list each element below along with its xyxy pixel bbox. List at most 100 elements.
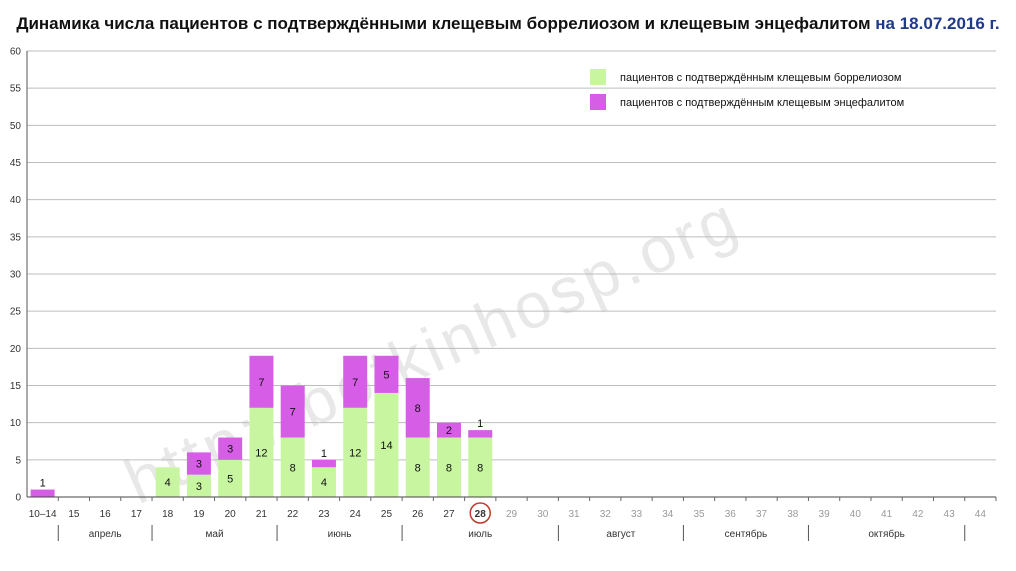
month-label: сентябрь: [725, 528, 768, 540]
bar-encephalitis: [30, 489, 55, 497]
bar-encephalitis: [249, 355, 274, 408]
x-tick-label: 36: [725, 509, 737, 520]
current-week-circle: [469, 502, 491, 524]
x-tick-label: 21: [256, 509, 268, 520]
x-tick-label: 37: [756, 509, 768, 520]
y-axis: 0 5 10 15 20 25 30 35 40 45 50 55 60: [10, 47, 28, 504]
data-label-encephalitis: 7: [352, 377, 358, 389]
data-label-encephalitis: 1: [40, 478, 46, 490]
data-label-borreliosis: 8: [477, 462, 483, 474]
legend-label: пациентов с подтверждённым клещевым борр…: [620, 72, 901, 84]
bar-borreliosis: [468, 437, 493, 497]
x-tick-label: 20: [225, 509, 237, 520]
bar-encephalitis: [280, 385, 305, 438]
x-tick-label: 43: [944, 509, 956, 520]
bar-encephalitis: [186, 452, 211, 475]
y-tick-label: 25: [10, 307, 22, 318]
x-tick-label: 19: [193, 509, 205, 520]
bar-encephalitis: [374, 355, 399, 393]
data-label-borreliosis: 4: [165, 477, 171, 489]
data-label-borreliosis: 8: [415, 462, 421, 474]
data-label-encephalitis: 2: [446, 425, 452, 437]
x-tick-label: 17: [131, 509, 143, 520]
x-tick-label: 33: [631, 509, 643, 520]
bar-borreliosis: [343, 407, 368, 497]
x-tick-label: 10–14: [29, 509, 57, 520]
x-tick-label: 27: [443, 509, 455, 520]
x-tick-label: 38: [787, 509, 799, 520]
chart-title: Динамика числа пациентов с подтверждённы…: [0, 14, 1016, 34]
bar-borreliosis: [280, 437, 305, 497]
bar-encephalitis: [311, 459, 336, 468]
data-label-encephalitis: 7: [290, 407, 296, 419]
x-tick-label: 35: [693, 509, 705, 520]
month-label: август: [606, 529, 635, 540]
x-tick-label: 32: [600, 509, 612, 520]
y-tick-label: 20: [10, 344, 22, 355]
x-tick-label: 28: [475, 509, 487, 520]
month-axis: апрель май июнь июль август сентябрь октябрь: [57, 525, 966, 541]
x-tick-label: 26: [412, 509, 424, 520]
month-label: июль: [468, 529, 492, 540]
bar-borreliosis: [218, 459, 243, 497]
month-label: апрель: [89, 529, 122, 540]
bar-borreliosis: [374, 392, 399, 497]
x-axis: 10–14 15 16 17 18 19 20 21 22 23 24 25 26 27 28 29 30 31 3…: [27, 496, 997, 524]
legend-swatch: [590, 69, 606, 85]
x-tick-label: 29: [506, 509, 518, 520]
x-tick-label: 23: [318, 509, 330, 520]
x-tick-label: 18: [162, 509, 174, 520]
data-label-encephalitis: 3: [196, 459, 202, 471]
x-tick-label: 34: [662, 509, 674, 520]
y-tick-label: 5: [15, 455, 21, 466]
data-label-encephalitis: 8: [415, 403, 421, 415]
chart-title-date: на 18.07.2016 г.: [875, 14, 1000, 33]
y-tick-label: 10: [10, 418, 22, 429]
bar-borreliosis: [311, 467, 336, 497]
data-label-encephalitis: 5: [383, 369, 389, 381]
y-tick-label: 35: [10, 232, 22, 243]
month-label: май: [206, 529, 224, 540]
x-tick-label: 41: [881, 509, 893, 520]
x-tick-label: 31: [568, 509, 580, 520]
data-label-encephalitis: 3: [227, 444, 233, 456]
month-label: октябрь: [868, 528, 905, 540]
x-tick-label: 39: [819, 509, 831, 520]
month-label: июнь: [328, 529, 352, 540]
data-label-borreliosis: 12: [255, 447, 267, 459]
y-tick-label: 50: [10, 121, 22, 132]
bar-borreliosis: [405, 437, 430, 497]
bar-borreliosis: [155, 467, 180, 497]
grid-lines: [27, 50, 996, 461]
x-tick-label: 22: [287, 509, 299, 520]
data-label-encephalitis: 1: [321, 448, 327, 460]
x-tick-label: 24: [350, 509, 362, 520]
bar-encephalitis: [405, 378, 430, 438]
bar-encephalitis: [218, 437, 243, 460]
bar-borreliosis: [186, 474, 211, 497]
y-tick-label: 15: [10, 381, 22, 392]
legend: пациентов с подтверждённым клещевым борр…: [590, 69, 904, 110]
bar-encephalitis: [436, 422, 461, 438]
chart-title-main: Динамика числа пациентов с подтверждённы…: [16, 14, 871, 33]
data-label-borreliosis: 12: [349, 447, 361, 459]
data-label-borreliosis: 8: [290, 462, 296, 474]
x-tick-label: 30: [537, 509, 549, 520]
y-tick-label: 30: [10, 270, 22, 281]
bar-encephalitis: [468, 430, 493, 438]
x-tick-label: 16: [100, 509, 112, 520]
x-tick-label: 42: [912, 509, 924, 520]
y-tick-label: 55: [10, 84, 22, 95]
data-label-encephalitis: 1: [477, 418, 483, 430]
legend-swatch: [590, 94, 606, 110]
x-tick-label: 15: [68, 509, 80, 520]
x-tick-label: 40: [850, 509, 862, 520]
bar-borreliosis: [249, 407, 274, 497]
y-tick-label: 40: [10, 195, 22, 206]
x-tick-label: 25: [381, 509, 393, 520]
data-label-encephalitis: 7: [258, 377, 264, 389]
y-tick-label: 45: [10, 158, 22, 169]
bar-encephalitis: [343, 355, 368, 408]
